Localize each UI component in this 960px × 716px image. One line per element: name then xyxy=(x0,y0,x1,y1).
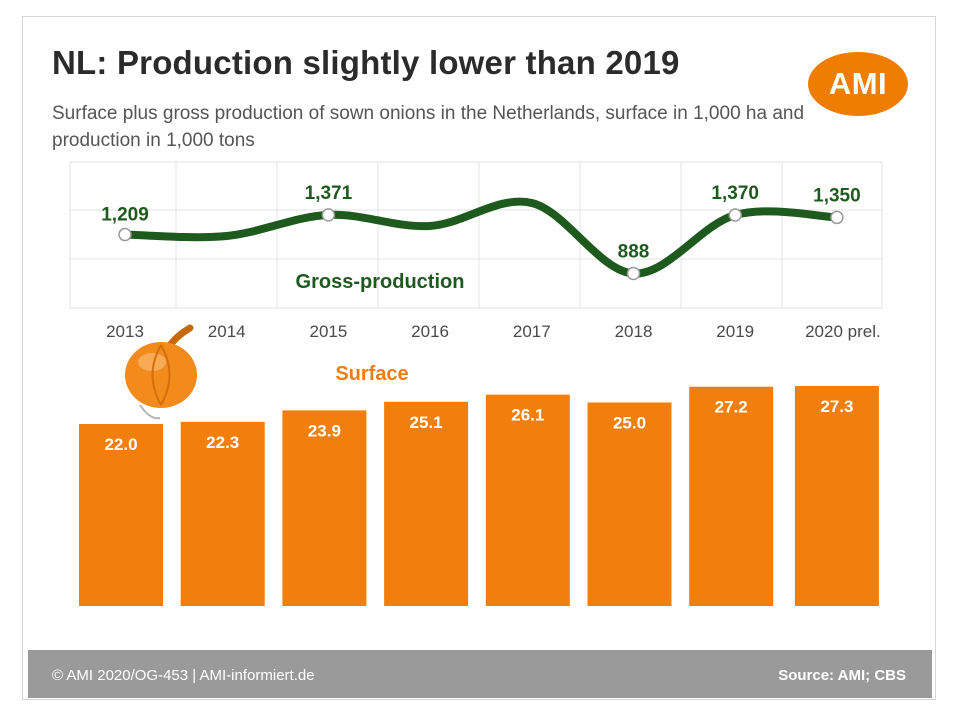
surface-value-label: 27.3 xyxy=(820,397,853,416)
source-text: Source: AMI; CBS xyxy=(778,667,906,684)
logo-text: AMI xyxy=(828,66,888,101)
surface-value-label: 22.3 xyxy=(206,433,239,452)
production-point-2015 xyxy=(321,208,336,222)
production-value-label: 1,370 xyxy=(711,183,759,204)
onion-icon xyxy=(125,324,197,420)
surface-bar-2019 xyxy=(689,386,774,606)
surface-bar-2016 xyxy=(384,401,469,606)
surface-series-label: Surface xyxy=(335,363,408,385)
year-tick-label: 2013 xyxy=(106,322,144,341)
year-tick-label: 2020 prel. xyxy=(805,322,881,341)
year-tick-label: 2017 xyxy=(513,322,551,341)
surface-value-label: 23.9 xyxy=(308,421,341,440)
surface-value-label: 27.2 xyxy=(715,398,748,417)
chart-subtitle: Surface plus gross production of sown on… xyxy=(52,103,805,151)
production-point-2019 xyxy=(728,208,742,222)
production-value-label: 1,350 xyxy=(813,185,861,206)
surface-bar-2017 xyxy=(485,394,570,606)
production-point-2018 xyxy=(626,266,641,281)
year-tick-label: 2016 xyxy=(411,322,449,341)
production-value-label: 888 xyxy=(618,242,650,263)
production-value-label: 1,209 xyxy=(101,205,149,226)
surface-value-label: 26.1 xyxy=(511,406,544,425)
production-series-label: Gross-production xyxy=(296,271,465,293)
year-tick-label: 2015 xyxy=(309,322,347,341)
surface-value-label: 25.0 xyxy=(613,413,646,432)
year-tick-label: 2014 xyxy=(208,322,246,341)
surface-bar-2015 xyxy=(282,410,367,606)
production-point-2013 xyxy=(118,227,132,242)
ami-logo: AMI xyxy=(808,52,908,116)
surface-bar-2013 xyxy=(79,424,163,606)
year-tick-label: 2019 xyxy=(716,322,754,341)
copyright-text: © AMI 2020/OG-453 | AMI-informiert.de xyxy=(52,667,315,684)
surface-bar-2014 xyxy=(180,421,265,606)
year-tick-label: 2018 xyxy=(615,322,653,341)
surface-value-label: 25.1 xyxy=(410,413,443,432)
production-line xyxy=(121,197,841,278)
chart-title: NL: Production slightly lower than 2019 xyxy=(52,44,680,81)
production-point-2020 xyxy=(830,210,844,225)
footer-bar: © AMI 2020/OG-453 | AMI-informiert.de So… xyxy=(28,650,932,698)
surface-bar-2020 xyxy=(794,386,879,606)
surface-bar-2018 xyxy=(587,402,672,606)
surface-value-label: 22.0 xyxy=(104,435,137,454)
production-value-label: 1,371 xyxy=(305,183,353,204)
